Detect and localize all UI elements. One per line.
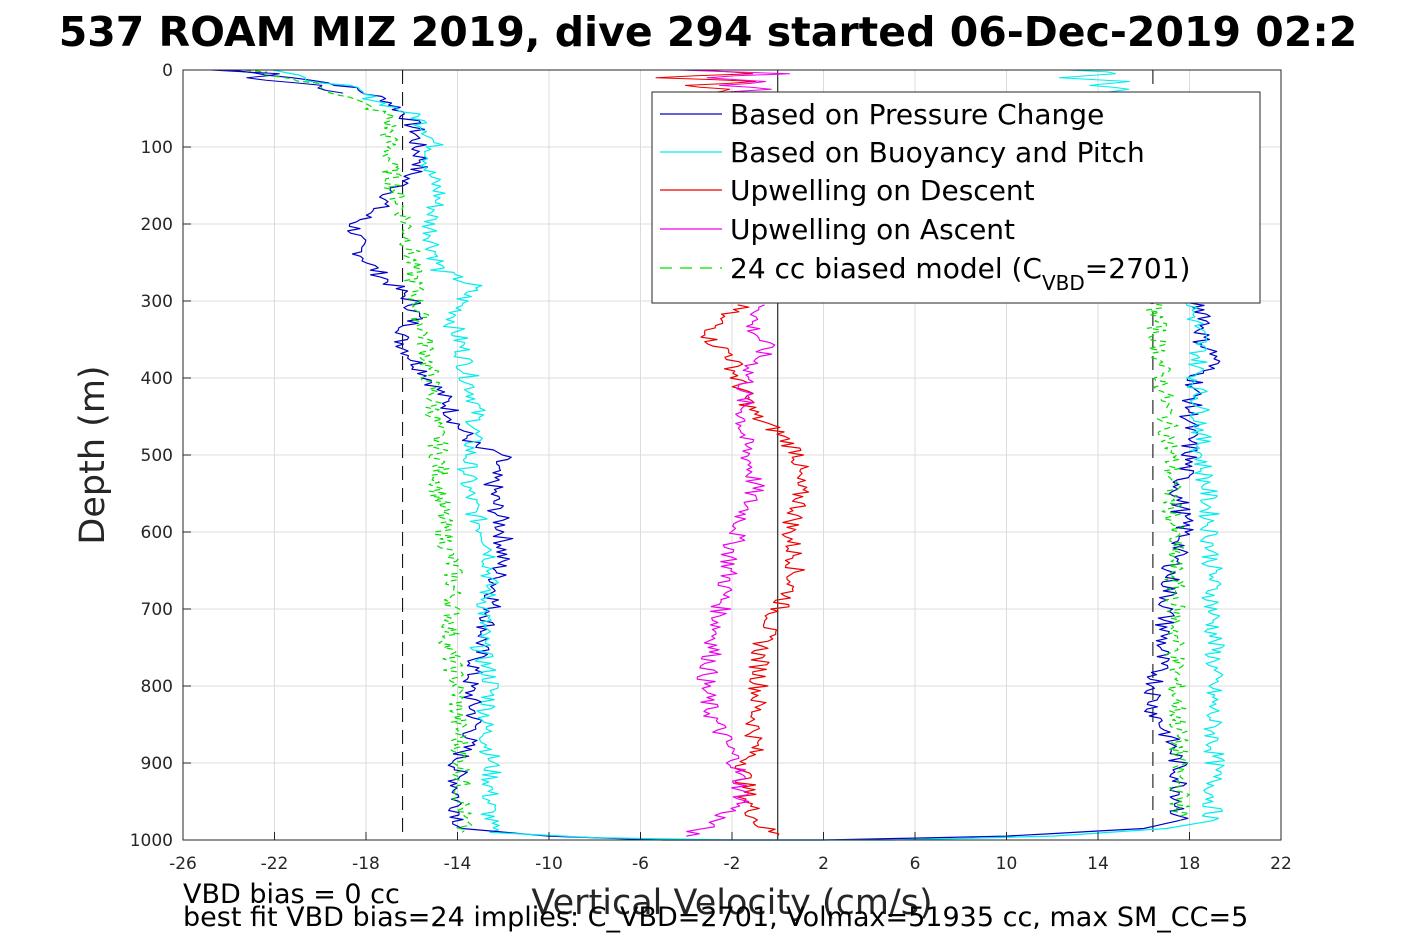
- x-tick-label: 22: [1270, 854, 1292, 874]
- y-axis-label: Depth (m): [73, 365, 113, 544]
- legend-label-pressure: Based on Pressure Change: [730, 98, 1104, 131]
- note-best-fit: best fit VBD bias=24 implies: C_VBD=2701…: [183, 902, 1248, 933]
- y-tick-label: 200: [141, 215, 173, 235]
- y-tick-label: 500: [141, 446, 173, 466]
- series-buoyancy_ascent: [1182, 300, 1226, 822]
- x-tick-label: -6: [632, 854, 649, 874]
- y-tick-label: 300: [141, 292, 173, 312]
- data-series: [210, 69, 1226, 841]
- series-pressure_ascent: [1143, 300, 1221, 822]
- chart-title: 537 ROAM MIZ 2019, dive 294 started 06-D…: [59, 8, 1358, 56]
- legend-model-prefix: 24 cc biased model (C: [730, 252, 1042, 285]
- y-tick-label: 0: [162, 61, 173, 81]
- x-tick-label: 14: [1087, 854, 1109, 874]
- x-tick-label: -2: [724, 854, 741, 874]
- legend-box: [651, 91, 1261, 304]
- x-tick-label: 10: [996, 854, 1018, 874]
- series-model_ascent: [1145, 300, 1191, 822]
- x-tick-label: 2: [818, 854, 829, 874]
- x-axis-label: Vertical Velocity (cm/s): [531, 883, 932, 923]
- legend-label-ascent: Upwelling on Ascent: [730, 213, 1015, 246]
- series-surface_spikes_right: [1058, 69, 1130, 94]
- x-tick-label: 18: [1179, 854, 1201, 874]
- x-tick-label: -22: [261, 854, 289, 874]
- y-tick-label: 1000: [130, 831, 173, 851]
- y-tick-label: 600: [141, 523, 173, 543]
- y-tick-label: 800: [141, 677, 173, 697]
- legend-model-subscript: VBD: [1042, 271, 1085, 295]
- legend-label-model: 24 cc biased model (CVBD=2701): [730, 252, 1190, 295]
- y-tick-label: 900: [141, 754, 173, 774]
- x-tick-label: -26: [169, 854, 197, 874]
- legend-label-buoyancy: Based on Buoyancy and Pitch: [730, 136, 1145, 169]
- y-tick-label: 100: [141, 138, 173, 158]
- series-buoyancy_descent: [272, 69, 502, 833]
- series-bottom_transition_cyan: [489, 820, 1213, 841]
- x-tick-label: -10: [535, 854, 563, 874]
- y-ticks: 0 100 200 300 400 500 600 700 800 900 1000: [130, 61, 191, 851]
- series-surface_upwelling_ascent: [678, 69, 790, 94]
- x-tick-label: -14: [444, 854, 472, 874]
- y-tick-label: 400: [141, 369, 173, 389]
- x-tick-label: -18: [352, 854, 380, 874]
- legend: Based on Pressure Change Based on Buoyan…: [651, 91, 1261, 304]
- note-vbd-bias: VBD bias = 0 cc: [183, 879, 400, 910]
- series-pressure_descent: [228, 69, 514, 830]
- series-ascent_upwelling: [686, 304, 776, 837]
- legend-label-descent: Upwelling on Descent: [730, 174, 1035, 207]
- x-tick-label: 6: [910, 854, 921, 874]
- legend-model-suffix: =2701): [1085, 252, 1191, 285]
- x-ticks: -26 -22 -18 -14 -10 -6 -2 2 6 10 14 18 22: [169, 832, 1292, 874]
- series-model_descent: [245, 69, 473, 833]
- series-descent_upwelling: [700, 304, 810, 837]
- series-surface_spikes_left: [210, 69, 344, 94]
- series-surface_upwelling_descent: [655, 69, 757, 94]
- y-tick-label: 700: [141, 600, 173, 620]
